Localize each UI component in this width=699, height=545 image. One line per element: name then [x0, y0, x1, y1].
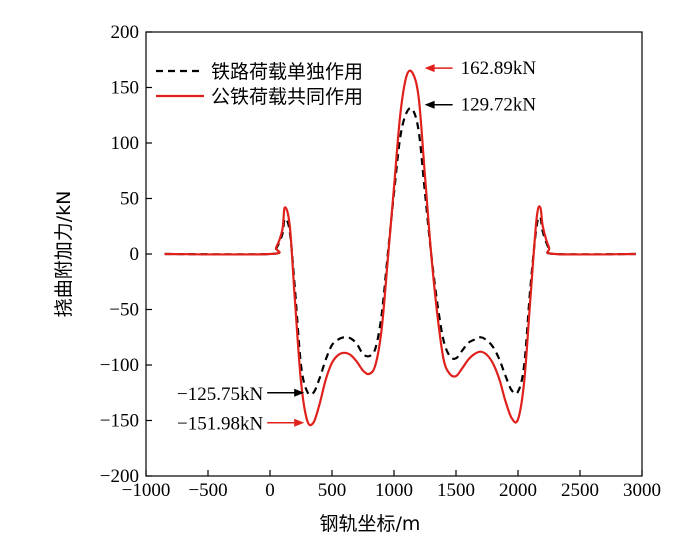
y-tick-label: 100 [111, 133, 140, 154]
annotation-peak-railway: 129.72kN [424, 95, 537, 116]
legend-label-railway: 铁路荷载单独作用 [211, 61, 363, 83]
y-tick-label: −150 [100, 411, 139, 432]
x-tick-label: 2500 [561, 480, 599, 501]
y-tick-label: 50 [120, 189, 139, 210]
annotation-label: −151.98kN [177, 414, 263, 435]
x-tick-label: 1500 [437, 480, 475, 501]
y-tick-label: 200 [111, 22, 140, 43]
series-line-railway [164, 107, 636, 396]
annotation-label: 129.72kN [461, 95, 537, 116]
annotation-label: 162.89kN [461, 58, 537, 79]
annotation-label: −125.75kN [177, 384, 263, 405]
x-axis-title: 钢轨坐标/m [320, 513, 421, 535]
annotation-peak-combined: 162.89kN [424, 58, 537, 79]
x-tick-label: −1000 [122, 480, 171, 501]
annotation-trough-railway: −125.75kN [177, 384, 305, 405]
y-tick-label: 150 [111, 78, 140, 99]
y-tick-label: −200 [100, 466, 139, 487]
x-tick-label: 1000 [375, 480, 413, 501]
x-tick-label: −500 [188, 480, 227, 501]
legend: 铁路荷载单独作用 公铁荷载共同作用 [156, 61, 363, 108]
x-tick-label: 3000 [623, 480, 661, 501]
y-axis-title: 挠曲附加力/kN [53, 191, 75, 318]
y-tick-label: −50 [109, 300, 139, 321]
annotation-trough-combined: −151.98kN [177, 414, 305, 435]
y-tick-label: −100 [100, 355, 139, 376]
y-tick-label: 0 [130, 244, 140, 265]
x-tick-label: 0 [265, 480, 275, 501]
x-tick-label: 500 [318, 480, 347, 501]
series-line-combined [164, 69, 636, 427]
x-tick-label: 2000 [499, 480, 537, 501]
legend-label-combined: 公铁荷载共同作用 [211, 86, 363, 108]
